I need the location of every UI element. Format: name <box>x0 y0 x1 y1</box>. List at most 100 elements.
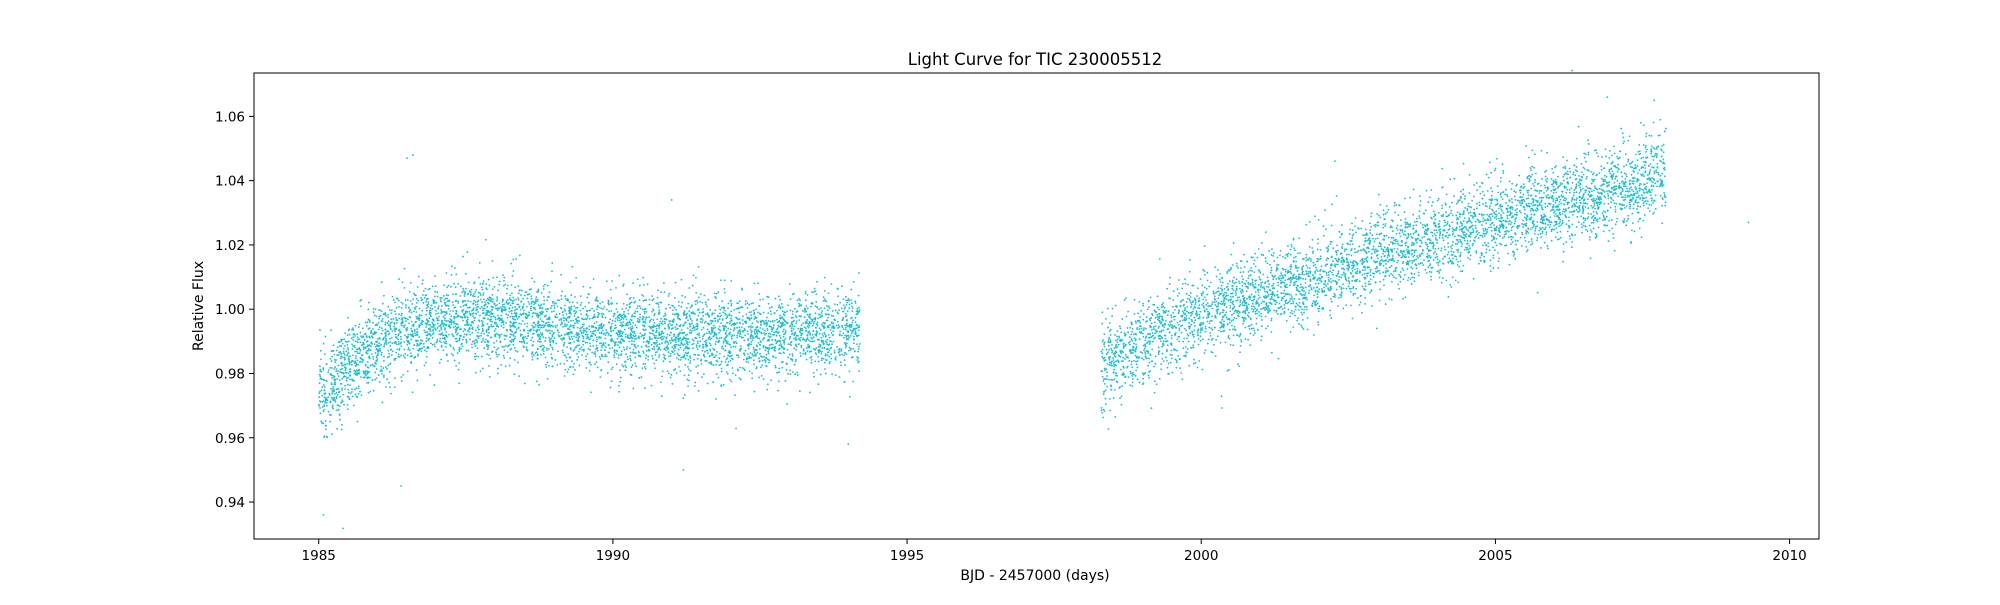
data-point <box>714 343 717 346</box>
data-point <box>1388 274 1391 277</box>
data-point <box>671 304 673 307</box>
data-point <box>733 342 735 344</box>
data-point <box>669 376 672 379</box>
data-point <box>732 329 735 332</box>
data-point <box>463 295 466 297</box>
data-point <box>824 335 827 338</box>
data-point <box>687 351 690 354</box>
data-point <box>783 343 786 345</box>
data-point <box>319 407 321 409</box>
data-point <box>807 326 810 329</box>
data-point <box>839 361 842 364</box>
data-point <box>809 313 812 316</box>
data-point <box>729 378 731 381</box>
data-point <box>399 331 402 333</box>
data-point <box>574 307 577 309</box>
data-point <box>601 344 603 347</box>
data-point <box>411 391 414 394</box>
data-point <box>806 325 809 328</box>
data-point <box>784 380 787 382</box>
data-point <box>721 319 724 321</box>
data-point <box>599 358 602 360</box>
data-point <box>332 404 334 407</box>
data-point <box>702 335 704 338</box>
data-point <box>569 366 571 369</box>
data-point <box>532 300 535 303</box>
data-point <box>710 361 713 363</box>
data-point <box>611 347 614 349</box>
data-point <box>688 314 691 317</box>
data-point <box>591 307 594 310</box>
data-point <box>414 334 417 337</box>
data-point <box>739 333 742 336</box>
data-point <box>387 330 390 333</box>
data-point <box>581 325 584 328</box>
data-point <box>659 320 662 323</box>
data-point <box>657 348 659 351</box>
data-point <box>382 374 385 377</box>
data-point <box>737 330 740 333</box>
data-point <box>498 336 501 339</box>
data-point <box>444 334 447 337</box>
data-point <box>441 322 444 325</box>
data-point <box>323 353 326 356</box>
data-point <box>753 390 756 393</box>
data-point <box>597 311 600 314</box>
data-point <box>450 320 453 323</box>
data-point <box>604 346 607 349</box>
data-point <box>1501 210 1503 212</box>
data-point <box>539 332 542 334</box>
data-point <box>490 318 493 321</box>
data-point <box>468 326 471 329</box>
data-point <box>475 329 477 332</box>
data-point <box>564 354 567 357</box>
data-point <box>688 347 691 350</box>
data-point <box>452 310 454 312</box>
data-point <box>558 331 560 334</box>
data-point <box>782 330 784 333</box>
data-point <box>789 298 792 300</box>
data-point <box>353 362 356 365</box>
data-point <box>756 335 759 338</box>
data-point <box>1192 346 1195 349</box>
data-point <box>453 282 456 285</box>
data-point <box>767 319 770 322</box>
data-point <box>723 355 726 358</box>
data-point <box>693 385 696 387</box>
data-point <box>425 313 428 316</box>
data-point <box>765 365 767 367</box>
data-point <box>546 361 549 364</box>
data-point <box>501 346 504 348</box>
data-point <box>642 315 644 318</box>
data-point <box>384 312 387 314</box>
data-point <box>401 318 403 321</box>
data-point <box>453 306 456 309</box>
data-point <box>813 375 815 378</box>
data-point <box>642 321 644 324</box>
data-point <box>425 300 428 303</box>
data-point <box>319 377 322 380</box>
data-point <box>821 333 824 335</box>
data-point <box>1543 171 1546 173</box>
data-point <box>1297 278 1300 281</box>
data-point <box>482 280 485 282</box>
data-point <box>611 280 614 282</box>
data-point <box>636 305 639 308</box>
data-point <box>520 300 523 303</box>
data-point <box>576 344 579 347</box>
data-point <box>508 301 511 304</box>
data-point <box>1462 162 1465 165</box>
data-point <box>824 313 827 315</box>
data-point <box>680 305 683 308</box>
data-point <box>844 343 847 346</box>
data-point <box>336 346 339 349</box>
data-point <box>413 330 416 332</box>
data-point <box>466 321 469 323</box>
data-point <box>432 319 435 322</box>
data-point <box>574 322 576 325</box>
data-point <box>638 320 641 323</box>
data-point <box>337 404 340 407</box>
data-point <box>1521 222 1524 225</box>
data-point <box>389 341 392 344</box>
data-point <box>715 341 717 343</box>
